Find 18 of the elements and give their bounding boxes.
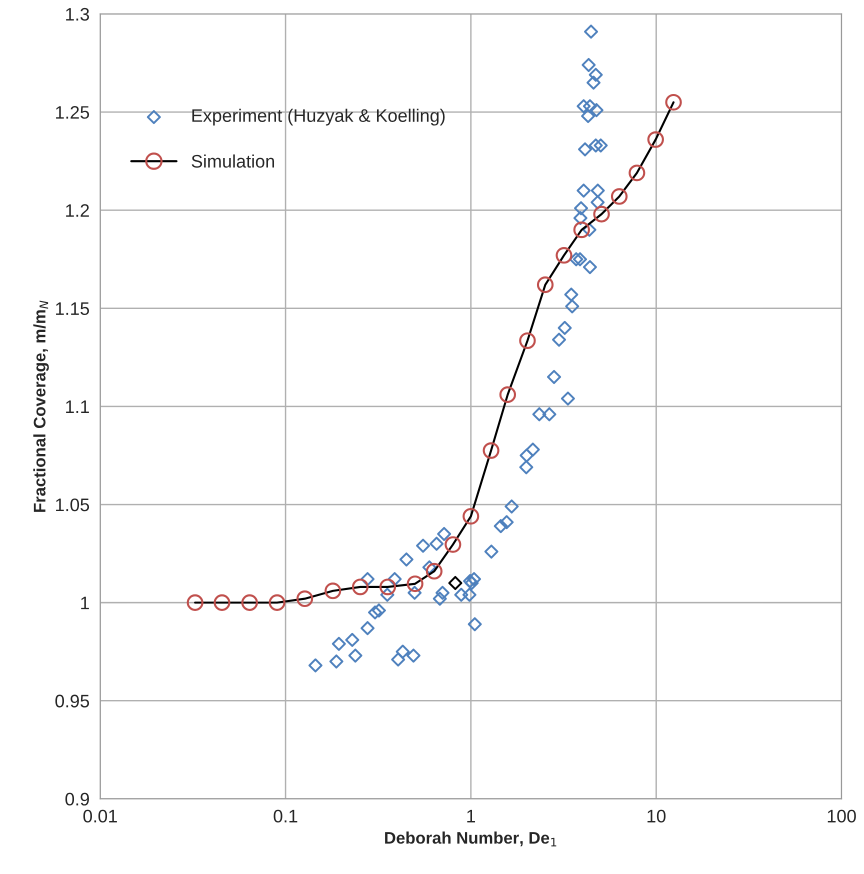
legend-label: Experiment (Huzyak & Koelling) xyxy=(192,108,445,126)
y-tick-label: 1.1 xyxy=(66,400,89,413)
x-axis-title: Deborah Number, De$_{1}$ xyxy=(385,832,556,846)
y-tick-label: 1.2 xyxy=(66,204,89,217)
x-tick-label: 100 xyxy=(828,810,856,823)
x-tick-label: 1 xyxy=(467,810,476,822)
y-tick-label: 1.05 xyxy=(56,498,90,512)
x-tick-label: 0.1 xyxy=(274,810,298,823)
y-tick-label: 0.95 xyxy=(55,694,90,708)
y-tick-label: 1 xyxy=(81,596,89,610)
y-tick-label: 1.25 xyxy=(56,106,90,119)
y-tick-label: 1.15 xyxy=(56,302,90,316)
x-tick-label: 10 xyxy=(648,810,666,823)
y-axis-title: Fractional Coverage, m/m$_{N}$ xyxy=(33,300,49,512)
legend-label: Simulation xyxy=(192,154,274,168)
y-tick-label: 0.9 xyxy=(65,792,89,806)
y-tick-label: 1.3 xyxy=(66,8,90,21)
x-tick-label: 0.01 xyxy=(83,810,117,823)
